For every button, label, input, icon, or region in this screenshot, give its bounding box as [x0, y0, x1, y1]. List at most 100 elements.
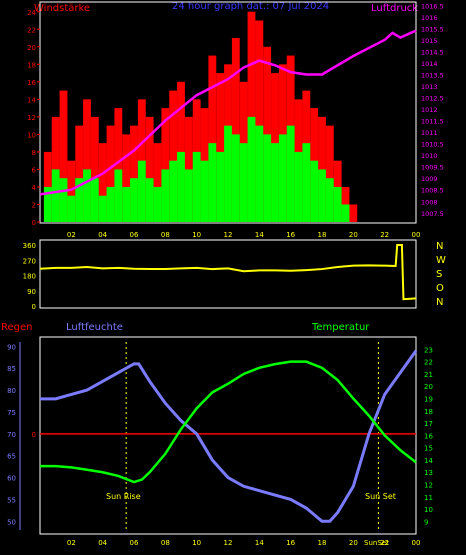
temperature-axis: 9 10 11 12 13 14 15 16 17 18 19 20 21 22 23: [424, 346, 433, 526]
temperature-tick-16: 16: [424, 432, 433, 440]
wind-tick-6: 6: [32, 166, 37, 174]
mean-bar-9: [114, 169, 123, 222]
humidity-tick-80: 80: [7, 387, 16, 395]
wind-tick-22: 22: [27, 26, 36, 34]
gust-bar-39: [349, 204, 358, 222]
sunrise-label: Sun Rise: [106, 492, 141, 501]
mean-bar-35: [318, 169, 326, 222]
pressure-tick-1012: 1012: [421, 106, 438, 114]
gust-bar-10: [122, 134, 131, 222]
humidity-xtick-00: 00: [412, 539, 421, 547]
direction-letter-4: N: [436, 297, 443, 308]
temperature-tick-11: 11: [424, 494, 433, 502]
pressure-tick-1010: 1010: [421, 152, 438, 160]
wind-tick-10: 10: [27, 131, 36, 139]
pressure-tick-1014: 1014: [421, 60, 438, 68]
humidity-line: [40, 349, 418, 523]
direction-letter-0: N: [436, 241, 443, 252]
mean-bar-37: [333, 186, 342, 222]
wind-time-axis: 02 04 06 08 10 12 14 16 18 20 22 00: [67, 231, 421, 239]
mean-bar-3: [67, 195, 76, 222]
pressure-tick-1011: 1011: [421, 129, 438, 137]
direction-letter-1: W: [436, 255, 446, 266]
temperature-tick-20: 20: [424, 383, 433, 391]
direction-tick-180: 180: [23, 273, 36, 281]
mean-bar-16: [169, 160, 178, 222]
wind-tick-18: 18: [27, 61, 36, 69]
humidity-xtick-08: 08: [161, 539, 170, 547]
gust-bar-22: [216, 73, 225, 222]
humidity-tick-65: 65: [7, 453, 16, 461]
rain-label: Regen: [1, 322, 33, 333]
wind-xtick-12: 12: [224, 231, 233, 239]
direction-tick-90: 90: [27, 288, 36, 296]
mean-bar-19: [192, 151, 201, 222]
gust-bar-16: [169, 90, 178, 222]
wind-tick-20: 20: [27, 44, 36, 52]
gust-bar-14: [153, 143, 162, 222]
direction-line: [39, 244, 417, 301]
pressure-tick-1012.5: 1012.5: [421, 95, 444, 103]
wind-xtick-16: 16: [286, 231, 295, 239]
wind-tick-8: 8: [32, 149, 36, 157]
mean-bar-10: [122, 186, 131, 222]
pressure-tick-1008: 1008: [421, 198, 438, 206]
humidity-tick-75: 75: [7, 409, 16, 417]
gust-bar-6: [90, 116, 99, 222]
mean-bar-12: [137, 160, 146, 222]
mean-bar-7: [98, 195, 107, 222]
direction-tick-360: 360: [23, 242, 36, 250]
humidity-tick-60: 60: [7, 475, 16, 483]
direction-letter-3: O: [436, 283, 444, 294]
chart-title: 24 hour graph dat.: 07 Jul 2024: [172, 1, 329, 12]
gust-bar-24: [231, 38, 240, 222]
humidity-tick-55: 55: [7, 496, 16, 504]
gust-bar-3: [67, 160, 76, 222]
humidity-temp-plot-area: [40, 342, 418, 530]
temperature-line: [40, 360, 417, 484]
mean-bar-31: [286, 125, 295, 222]
mean-bar-22: [216, 151, 225, 222]
mean-bar-0: [43, 186, 52, 222]
temperature-tick-10: 10: [424, 506, 433, 514]
humidity-tick-90: 90: [7, 343, 16, 351]
mean-bar-21: [208, 143, 217, 222]
wind-xtick-18: 18: [318, 231, 327, 239]
pressure-tick-1011.5: 1011.5: [421, 118, 444, 126]
mean-bar-11: [130, 178, 138, 222]
mean-bar-13: [145, 178, 154, 222]
humidity-tick-70: 70: [7, 431, 16, 439]
gust-bar-27: [255, 20, 264, 222]
pressure-label: Luftdruck: [371, 3, 418, 14]
direction-plot-area: [39, 244, 417, 301]
pressure-tick-1010.5: 1010.5: [421, 141, 444, 149]
mean-bar-36: [325, 178, 334, 222]
mean-bar-17: [177, 151, 185, 222]
mean-bar-15: [161, 169, 170, 222]
humidity-tick-85: 85: [7, 365, 16, 373]
temperature-tick-15: 15: [424, 445, 433, 453]
gust-bar-5: [83, 99, 91, 222]
direction-axis: 0 90 180 270 360: [23, 242, 36, 311]
temperature-tick-18: 18: [424, 408, 433, 416]
mean-bar-20: [200, 160, 209, 222]
humidity-xtick-16: 16: [286, 539, 295, 547]
mean-bar-6: [90, 178, 99, 222]
wind-xtick-14: 14: [255, 231, 264, 239]
mean-bar-25: [239, 143, 248, 222]
pressure-tick-1008.5: 1008.5: [421, 187, 444, 195]
humidity-xtick-18: 18: [318, 539, 327, 547]
wind-tick-0: 0: [32, 219, 36, 227]
pressure-line: [39, 29, 417, 196]
temperature-label: Temperatur: [311, 322, 370, 333]
mean-bar-30: [278, 134, 287, 222]
wind-xtick-02: 02: [67, 231, 76, 239]
temperature-tick-22: 22: [424, 359, 433, 367]
wind-tick-24: 24: [27, 9, 36, 17]
gust-bar-15: [161, 108, 170, 222]
sunset-small-label: SunSet: [364, 539, 389, 547]
humidity-xtick-14: 14: [255, 539, 264, 547]
humidity-axis: 50 55 60 65 70 75 80 85 90 0: [7, 342, 36, 530]
wind-tick-16: 16: [27, 79, 36, 87]
